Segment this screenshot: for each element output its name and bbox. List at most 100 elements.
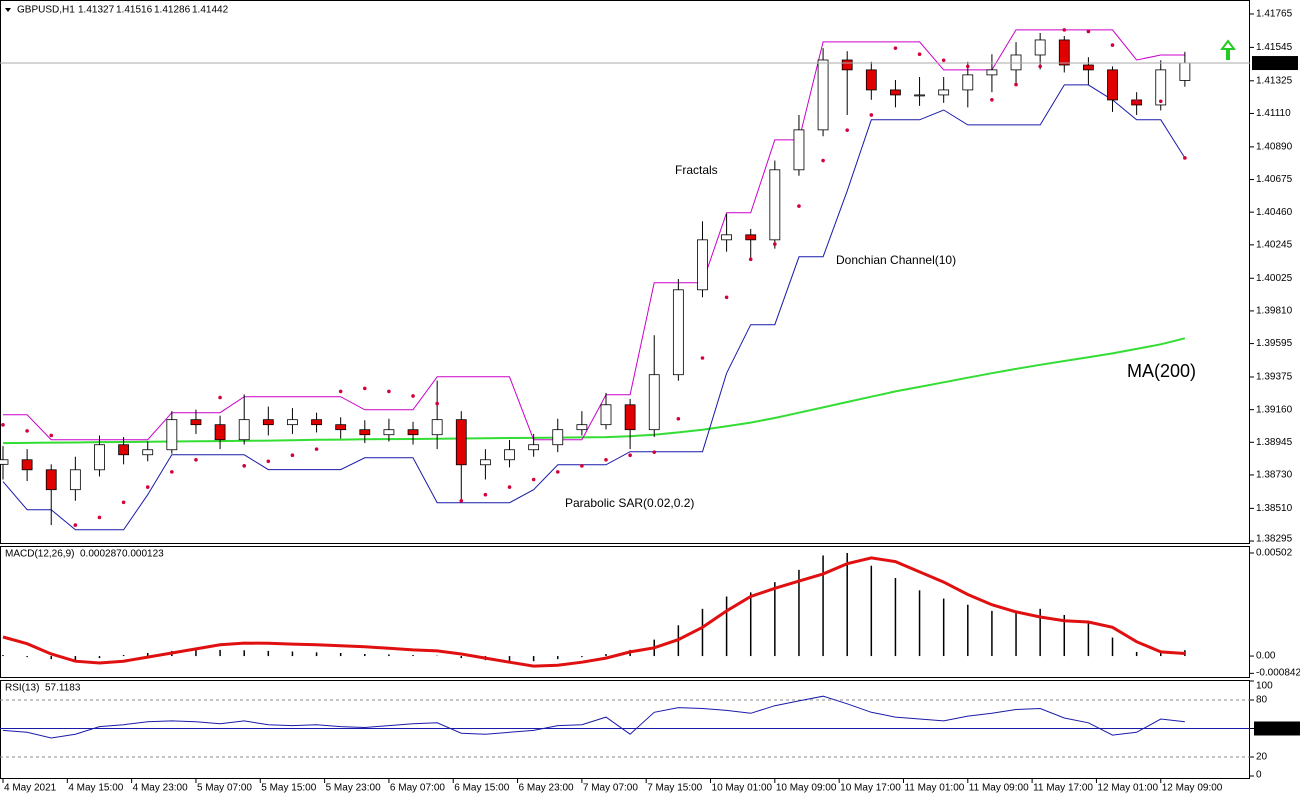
y-tick-label: 1.38295	[1256, 534, 1293, 545]
candle-body	[21, 459, 33, 471]
x-tick-label: 6 May 23:00	[519, 783, 574, 794]
x-tick-label: 10 May 01:00	[712, 783, 773, 794]
candle-body	[552, 429, 564, 446]
panel-title: MACD(12,26,9)	[5, 549, 74, 560]
menu-icon[interactable]	[5, 8, 11, 12]
annotation: MA(200)	[1127, 361, 1196, 381]
candle-body	[1058, 39, 1070, 66]
macd-panel	[0, 546, 1250, 678]
sar-dot	[1158, 99, 1163, 104]
signal-value: 0.000123	[122, 549, 164, 560]
candle-body	[383, 429, 395, 436]
sar-dot	[893, 46, 898, 50]
y-tick-label: 20	[1256, 752, 1268, 763]
candle-body	[311, 419, 322, 426]
x-tick-label: 4 May 23:00	[133, 783, 188, 794]
candle-body	[94, 444, 105, 471]
candle-body	[672, 289, 684, 376]
ma-line	[2, 337, 1186, 445]
y-tick-label: 1.38510	[1256, 503, 1293, 514]
y-tick-label: 50.0000	[1256, 723, 1293, 734]
candle-body	[745, 234, 757, 241]
sar-dot	[652, 450, 657, 454]
candle-body	[214, 424, 226, 441]
macd-signal	[2, 556, 1185, 668]
sar-dot	[362, 386, 367, 391]
rsi-value: 57.1183	[45, 683, 81, 694]
candle-body	[455, 419, 467, 466]
rsi-panel	[0, 680, 1250, 779]
x-tick-label: 11 May 01:00	[904, 783, 964, 794]
header-close: 1.41442	[192, 5, 229, 16]
sar-dot	[580, 464, 584, 468]
sar-dot	[941, 58, 946, 63]
sar-dot	[821, 158, 825, 163]
header-open: 1.41327	[78, 5, 115, 16]
sar-dot	[411, 394, 415, 398]
candle-body	[721, 234, 732, 241]
candle-body	[1155, 69, 1167, 106]
rsi-line	[2, 695, 1185, 739]
sar-dot	[242, 464, 246, 468]
sar-dot	[748, 257, 753, 262]
candle-body	[287, 419, 298, 426]
candle-body	[335, 424, 347, 431]
candle-body	[600, 404, 612, 426]
annotation: Fractals	[675, 163, 718, 177]
main-panel	[0, 0, 1250, 544]
chart-title: GBPUSD,H1	[17, 5, 75, 16]
candle-body	[1107, 69, 1118, 101]
candle-body	[576, 424, 588, 431]
y-tick-label: 1.41110	[1256, 108, 1291, 119]
y-tick-label: 1.39810	[1256, 306, 1293, 317]
sar-dot	[194, 457, 198, 462]
candle-body	[359, 429, 371, 436]
sar-dot	[170, 470, 174, 474]
sar-dot	[676, 416, 681, 421]
candle-body	[769, 169, 781, 241]
header-low: 1.41286	[154, 5, 191, 16]
candle-body	[238, 419, 250, 441]
candle-body	[890, 89, 901, 96]
candle-body	[1179, 62, 1191, 81]
y-tick-label: 100	[1256, 681, 1273, 692]
y-tick-label: 80	[1256, 695, 1268, 706]
candle-body	[69, 469, 81, 491]
x-tick-label: 10 May 17:00	[840, 783, 901, 794]
candle-body	[817, 59, 829, 131]
sar-dot	[700, 356, 705, 360]
sar-dot	[507, 485, 512, 489]
sar-dot	[628, 453, 632, 458]
y-tick-label: 0.00502	[1256, 548, 1293, 559]
x-tick-label: 4 May 2021	[4, 783, 57, 794]
x-tick-label: 7 May 15:00	[647, 783, 702, 794]
sar-dot	[1062, 28, 1067, 32]
candle-body	[504, 449, 515, 461]
candle-body	[697, 239, 708, 291]
candle-body	[407, 429, 419, 436]
sar-dot	[555, 470, 560, 474]
x-tick-label: 4 May 15:00	[68, 783, 123, 794]
y-tick-label: 1.41765	[1256, 9, 1293, 20]
y-tick-label: 1.39160	[1256, 404, 1293, 415]
candle-body	[793, 129, 805, 171]
y-tick-label: 1.39375	[1256, 372, 1293, 383]
buy-arrow	[1220, 39, 1236, 60]
sar-dot	[845, 128, 849, 132]
price-label-box	[1252, 56, 1298, 71]
sar-dot	[218, 395, 222, 400]
y-tick-label: -0.000842	[1256, 668, 1300, 679]
x-tick-label: 5 May 23:00	[326, 783, 381, 794]
sar-dot	[604, 457, 608, 462]
sar-dot	[724, 295, 729, 300]
macd-value: 0.000287	[80, 549, 122, 560]
annotation: Parabolic SAR(0.02,0.2)	[565, 496, 694, 510]
sar-dot	[49, 433, 54, 438]
y-tick-label: 0	[1256, 770, 1262, 781]
x-tick-label: 5 May 15:00	[261, 783, 316, 794]
x-tick-label: 6 May 15:00	[454, 783, 509, 794]
sar-dot	[965, 64, 970, 69]
x-tick-label: 12 May 01:00	[1097, 783, 1158, 794]
sar-dot	[773, 242, 777, 246]
